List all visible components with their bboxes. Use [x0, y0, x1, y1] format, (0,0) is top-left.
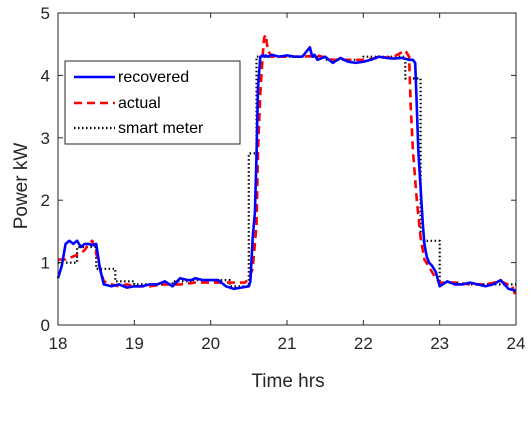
series-layer	[56, 33, 518, 298]
legend-label-actual: actual	[118, 95, 161, 112]
y-tick-label: 3	[41, 129, 50, 148]
x-tick-label: 21	[278, 334, 297, 353]
x-tick-label: 22	[354, 334, 373, 353]
x-tick-label: 18	[49, 334, 68, 353]
y-axis-title: Power kW	[11, 143, 32, 230]
x-axis-title: Time hrs	[251, 371, 324, 392]
y-tick-label: 4	[41, 66, 50, 85]
x-tick-label: 19	[125, 334, 144, 353]
legend-label-recovered: recovered	[118, 69, 189, 86]
y-tick-label: 0	[41, 316, 50, 335]
y-tick-label: 5	[41, 4, 50, 23]
y-tick-label: 2	[41, 191, 50, 210]
series-line-actual	[58, 33, 518, 298]
legend: recovered actual smart meter	[64, 60, 241, 145]
x-tick-label: 23	[430, 334, 449, 353]
series-line-recovered	[56, 45, 517, 292]
x-tick-label: 24	[507, 334, 526, 353]
legend-label-smart-meter: smart meter	[118, 120, 204, 137]
y-tick-label: 1	[41, 254, 50, 273]
x-tick-label: 20	[201, 334, 220, 353]
